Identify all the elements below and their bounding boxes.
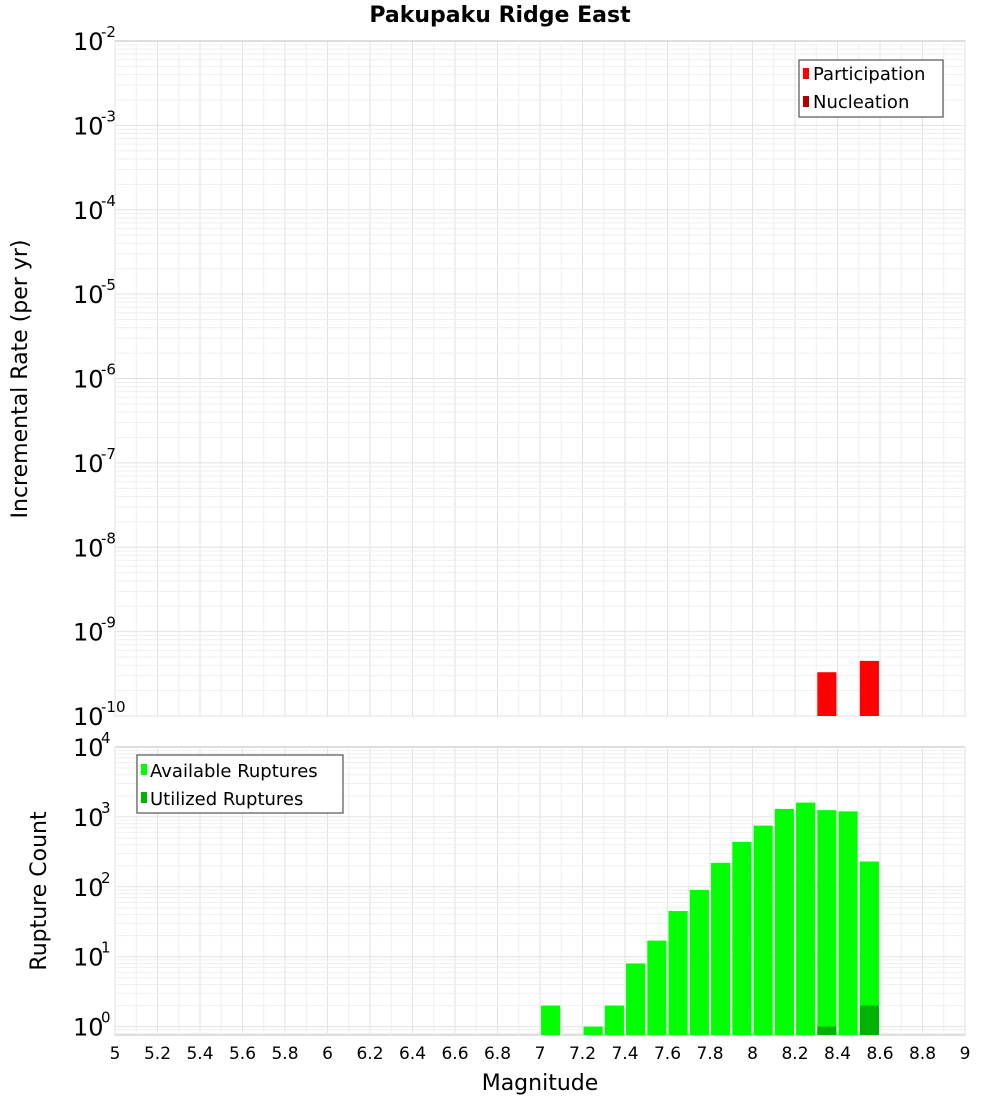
legend-participation-swatch [803,68,809,79]
count-bar-available [668,911,688,1035]
count-bar-utilized [817,1026,837,1035]
y-tick-exponent: -9 [101,614,116,632]
legend-available-label: Available Ruptures [150,761,318,782]
x-tick-label: 5 [110,1044,121,1064]
y-tick-label: 10 [73,281,104,309]
y-tick-exponent: -6 [101,361,116,379]
x-tick-label: 7.6 [654,1044,681,1064]
legend-available-swatch [141,764,147,775]
top-bars [817,660,879,716]
x-tick-label: 9 [960,1044,971,1064]
count-bar-available [626,963,646,1035]
y-tick-exponent: -10 [101,698,126,716]
x-tick-label: 6.2 [356,1044,383,1064]
y-tick-label: 10 [73,366,104,394]
count-bar-utilized [859,1005,879,1035]
y-tick-exponent: 2 [101,869,111,887]
y-tick-exponent: 0 [101,1009,111,1027]
top-legend-box [798,59,944,118]
y-tick-exponent: -5 [101,276,116,294]
y-tick-label: 10 [73,534,104,562]
count-bar-available [859,861,879,1035]
y-tick-exponent: 4 [101,729,111,747]
count-bar-available [732,841,752,1035]
y-tick-label: 10 [73,874,104,902]
top-legend: Participation Nucleation [798,59,944,118]
x-tick-label: 8.2 [781,1044,808,1064]
y-tick-label: 10 [73,703,104,731]
x-tick-label: 5.6 [229,1044,256,1064]
legend-nucleation-label: Nucleation [813,92,909,113]
y-tick-label: 10 [73,28,104,56]
x-tick-label: 6.6 [441,1044,468,1064]
x-tick-label: 8.4 [824,1044,851,1064]
x-axis-label: Magnitude [482,1071,599,1096]
chart-title: Pakupaku Ridge East [369,3,631,28]
count-bar-available [774,808,794,1035]
bottom-legend: Available Ruptures Utilized Ruptures [136,754,344,814]
y-tick-label: 10 [73,112,104,140]
legend-nucleation-swatch [803,96,809,107]
y-tick-exponent: -2 [101,23,116,41]
y-tick-exponent: -3 [101,107,116,125]
legend-utilized-label: Utilized Ruptures [150,789,303,810]
x-ticks: 5 5.2 5.4 5.6 5.8 6 6.2 6.4 6.6 6.8 7 7.2 7.4 7.6 7.8 8… [110,1044,971,1064]
count-bar-available [838,811,858,1035]
count-bar-available [753,825,773,1035]
count-bar-available [711,862,731,1035]
x-tick-label: 6.4 [399,1044,426,1064]
y-tick-label: 10 [73,944,104,972]
x-tick-label: 8.6 [866,1044,893,1064]
y-tick-label: 10 [73,734,104,762]
x-tick-label: 7.8 [696,1044,723,1064]
x-tick-label: 7.4 [611,1044,638,1064]
x-tick-label: 5.4 [186,1044,213,1064]
count-bar-available [583,1026,603,1035]
y-tick-label: 10 [73,1014,104,1042]
count-bar-available [647,940,667,1035]
y-tick-exponent: -8 [101,529,116,547]
bottom-legend-box [136,754,344,814]
rate-bar-participation [817,672,837,716]
y-tick-label: 10 [73,450,104,478]
count-bar-available [796,802,816,1035]
count-bar-available [817,810,837,1035]
x-tick-label: 5.2 [144,1044,171,1064]
legend-utilized-swatch [141,792,147,803]
top-grid [114,41,966,717]
x-tick-label: 6.8 [484,1044,511,1064]
count-bar-available [604,1005,624,1035]
x-tick-label: 7 [535,1044,546,1064]
y-tick-label: 10 [73,197,104,225]
y-tick-exponent: -4 [101,192,116,210]
bottom-y-axis-label: Rupture Count [27,811,52,971]
y-tick-label: 10 [73,804,104,832]
x-tick-label: 8.8 [909,1044,936,1064]
count-bar-available [541,1005,561,1035]
legend-participation-label: Participation [813,64,925,85]
y-tick-label: 10 [73,619,104,647]
y-tick-exponent: 3 [101,799,111,817]
x-tick-label: 7.2 [569,1044,596,1064]
count-bar-available [689,890,709,1035]
x-tick-label: 8 [747,1044,758,1064]
bottom-bars [541,802,879,1035]
x-tick-label: 6 [322,1044,333,1064]
top-y-axis-label: Incremental Rate (per yr) [8,240,33,519]
x-tick-label: 5.8 [271,1044,298,1064]
y-tick-exponent: 1 [101,939,111,957]
rate-bar-participation [859,660,879,716]
y-tick-exponent: -7 [101,445,116,463]
